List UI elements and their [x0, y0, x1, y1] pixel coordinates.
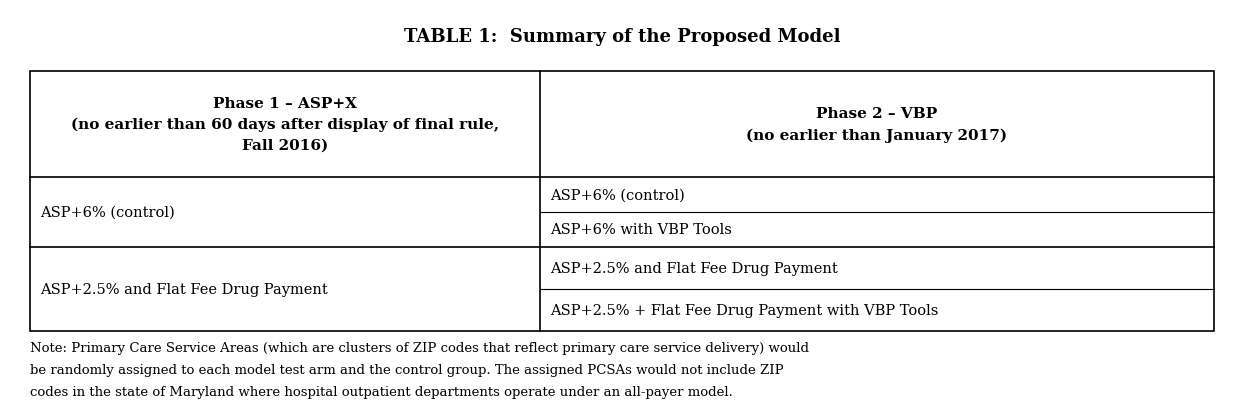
Text: ASP+2.5% + Flat Fee Drug Payment with VBP Tools: ASP+2.5% + Flat Fee Drug Payment with VB… — [550, 303, 938, 317]
Text: ASP+2.5% and Flat Fee Drug Payment: ASP+2.5% and Flat Fee Drug Payment — [40, 282, 327, 296]
Text: codes in the state of Maryland where hospital outpatient departments operate und: codes in the state of Maryland where hos… — [30, 385, 733, 398]
Text: ASP+6% (control): ASP+6% (control) — [40, 205, 174, 220]
Text: Phase 1 – ASP+X
(no earlier than 60 days after display of final rule,
Fall 2016): Phase 1 – ASP+X (no earlier than 60 days… — [71, 97, 499, 153]
Text: TABLE 1:  Summary of the Proposed Model: TABLE 1: Summary of the Proposed Model — [404, 28, 840, 46]
Text: Phase 2 – VBP
(no earlier than January 2017): Phase 2 – VBP (no earlier than January 2… — [746, 107, 1008, 142]
Text: ASP+2.5% and Flat Fee Drug Payment: ASP+2.5% and Flat Fee Drug Payment — [550, 261, 837, 275]
Text: be randomly assigned to each model test arm and the control group. The assigned : be randomly assigned to each model test … — [30, 363, 784, 376]
Text: ASP+6% with VBP Tools: ASP+6% with VBP Tools — [550, 223, 731, 237]
Text: ASP+6% (control): ASP+6% (control) — [550, 188, 684, 202]
Bar — [30, 72, 1214, 331]
Text: Note: Primary Care Service Areas (which are clusters of ZIP codes that reflect p: Note: Primary Care Service Areas (which … — [30, 341, 809, 354]
